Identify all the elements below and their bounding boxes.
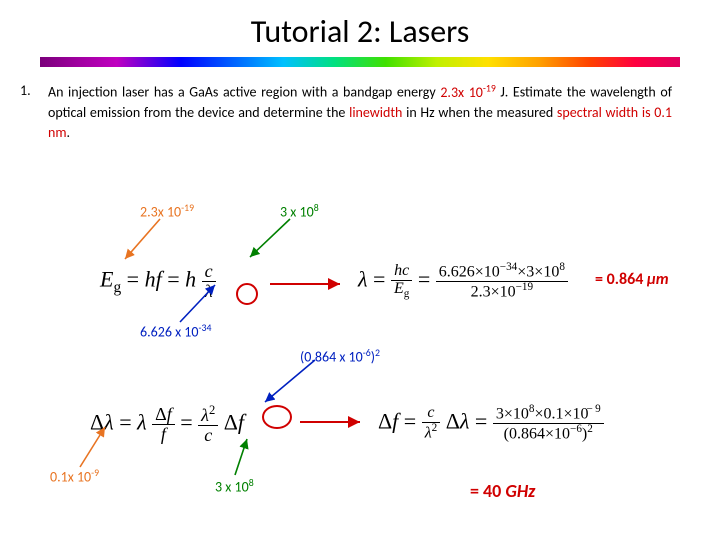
page-title: Tutorial 2: Lasers (0, 12, 720, 51)
q-bandgap: 2.3x 10-19 (440, 84, 496, 101)
arrow-blue-2 (265, 362, 325, 407)
eq2-rhs: Δf = cλ2 Δλ = 3×108×0.1×10− 9 (0.864×10−… (378, 404, 604, 443)
q-end: . (67, 124, 71, 141)
arrow-to-deltaf-eq (300, 412, 370, 432)
arrow-to-lambda-eq (270, 274, 350, 294)
arrow-orange-1 (150, 217, 200, 267)
spectrum-bar (40, 57, 680, 67)
arrow-green-2 (235, 437, 265, 477)
result-wavelength: = 0.864 μm (595, 270, 669, 289)
arrow-green-1 (260, 217, 300, 262)
question-text: 1. An injection laser has a GaAs active … (48, 81, 672, 144)
question-number: 1. (20, 81, 44, 101)
result-linewidth: = 40 GHz (470, 480, 535, 502)
q-mid2: in Hz when the measured (402, 104, 556, 121)
q-linewidth: linewidth (349, 104, 402, 121)
q-pre: An injection laser has a GaAs active reg… (48, 84, 440, 101)
arrow-blue-1 (185, 282, 225, 327)
circle-lambda (236, 283, 258, 305)
anno-3e8-b: 3 x 108 (215, 477, 254, 496)
eq1-rhs: λ = hcEg = 6.626×10−34×3×108 2.3×10−19 (358, 262, 568, 301)
arrow-orange-2 (80, 427, 120, 472)
circle-deltaf (262, 405, 292, 429)
